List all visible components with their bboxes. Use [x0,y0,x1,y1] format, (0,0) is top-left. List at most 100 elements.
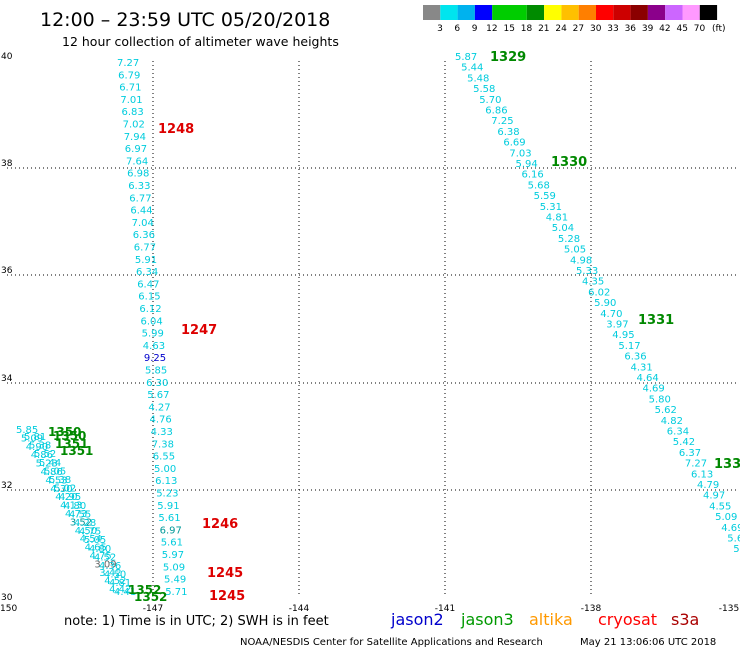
swh-value: 5.87 [455,52,477,63]
swh-value: 4.75 [90,551,112,562]
swh-value: 5.38 [49,475,71,486]
swh-value: 5.02 [54,484,76,495]
lat-tick-label: 32 [1,481,12,491]
swh-value: 6.69 [503,138,525,149]
swh-value: 5.23 [36,459,58,470]
swh-value: 4.42 [109,585,131,596]
swh-value: 4.86 [31,450,53,461]
pass-time-label: 1352 [134,590,167,604]
swh-value: 6.47 [137,279,159,290]
swh-value: 5.58 [473,84,495,95]
scale-swatch [526,5,545,20]
map-title: 12:00 – 23:59 UTC 05/20/2018 [40,9,330,31]
swh-value: 5.68 [528,180,550,191]
swh-value: 3.09 [94,559,116,570]
swh-value: 4.27 [148,402,170,413]
swh-value: 6.86 [485,106,507,117]
swh-value: 4.33 [151,427,173,438]
scale-tick-label: 18 [521,24,533,34]
lon-tick-label: -150 [0,604,17,614]
swh-value: 7.27 [117,58,139,69]
swh-value: 4.90 [26,442,48,453]
swh-value: 5.91 [135,255,157,266]
scale-tick-label: 3 [437,24,443,34]
swh-value: 4.52 [94,552,116,563]
swh-value: 4.35 [582,277,604,288]
swh-value: 6.55 [153,452,175,463]
swh-value: 6.34 [136,267,158,278]
swh-value: 4.65 [85,543,107,554]
legend-item-cryosat: cryosat [598,610,657,629]
swh-value: 6.30 [146,378,168,389]
lat-tick-label: 30 [1,593,13,603]
scale-swatch [457,5,475,20]
scale-tick-label: 33 [607,24,618,34]
scale-tick-label: 39 [642,24,654,34]
scale-swatch [630,5,648,20]
scale-tick-label: 9 [472,24,478,34]
swh-value: 5.90 [594,298,616,309]
scale-swatch [596,5,614,20]
swh-value: 4.64 [637,373,659,384]
scale-swatch [544,5,562,20]
swh-value: 5.44 [461,63,483,74]
scale-tick-label: 36 [625,24,637,34]
swh-value: 6.97 [160,525,182,536]
swh-value: 4.97 [703,491,725,502]
scale-unit-label: (ft) [712,24,726,34]
swh-value: 5.64 [727,534,740,545]
scale-tick-label: 12 [486,24,497,34]
swh-value: 4.69 [721,523,740,534]
footer-generated: May 21 13:06:06 UTC 2018 [580,637,716,648]
lon-tick-label: -147 [143,604,163,614]
scale-tick-label: 21 [538,24,549,34]
swh-value: 5.61 [161,538,183,549]
swh-value: 5.70 [479,95,501,106]
swh-value: 5.85 [16,425,38,436]
swh-value: 5.85 [145,366,167,377]
swh-value: 4.30 [50,484,72,495]
swh-value: 5.23 [156,489,178,500]
swh-value: 5.05 [84,535,106,546]
swh-value: 5.09 [21,433,43,444]
swh-value: 5.81 [24,432,46,443]
swh-value: 6.33 [128,181,150,192]
pass-time-label: 1245 [209,589,245,604]
swh-value: 6.12 [139,304,161,315]
lon-tick-label: -144 [289,604,310,614]
swh-value: 6.37 [679,448,701,459]
swh-value: 4.70 [600,309,622,320]
pass-time-label: 1351 [60,444,93,458]
swh-value: 5.49 [164,575,186,586]
swh-value: 4.28 [74,518,96,529]
swh-value: 4.76 [150,415,172,426]
lat-tick-label: 36 [1,266,13,276]
swh-value: 6.38 [497,127,519,138]
scale-swatch [509,5,527,20]
pass-time-label: 1248 [158,122,194,137]
footer-note: note: 1) Time is in UTC; 2) SWH is in fe… [64,614,329,629]
swh-value: 7.27 [685,459,707,470]
swh-value: 7.94 [124,132,146,143]
swh-value: 6.79 [118,70,140,81]
swh-value: 4.95 [612,330,634,341]
legend-item-jason3: jason3 [460,610,514,629]
pass-time-label: 1351 [55,437,88,451]
scale-tick-label: 30 [590,24,602,34]
pass-time-label: 1350 [53,429,86,443]
swh-value: 6.71 [119,83,141,94]
swh-value: 6.36 [133,230,155,241]
scale-tick-label: 70 [694,24,706,34]
lat-tick-label: 38 [1,159,13,169]
swh-value: 5.71 [165,587,187,598]
swh-value: 4.41 [114,587,136,598]
swh-value: 7.25 [491,116,513,127]
swh-value: 5.91 [157,501,179,512]
lon-tick-label: -135 [719,604,739,614]
swh-value: 5.52 [34,449,56,460]
scale-tick-label: 42 [659,24,670,34]
pass-time-labels: 1248124712461245124513291330133113313501… [48,50,740,604]
swh-value: 4.54 [80,534,102,545]
pass-time-label: 133 [714,457,740,472]
